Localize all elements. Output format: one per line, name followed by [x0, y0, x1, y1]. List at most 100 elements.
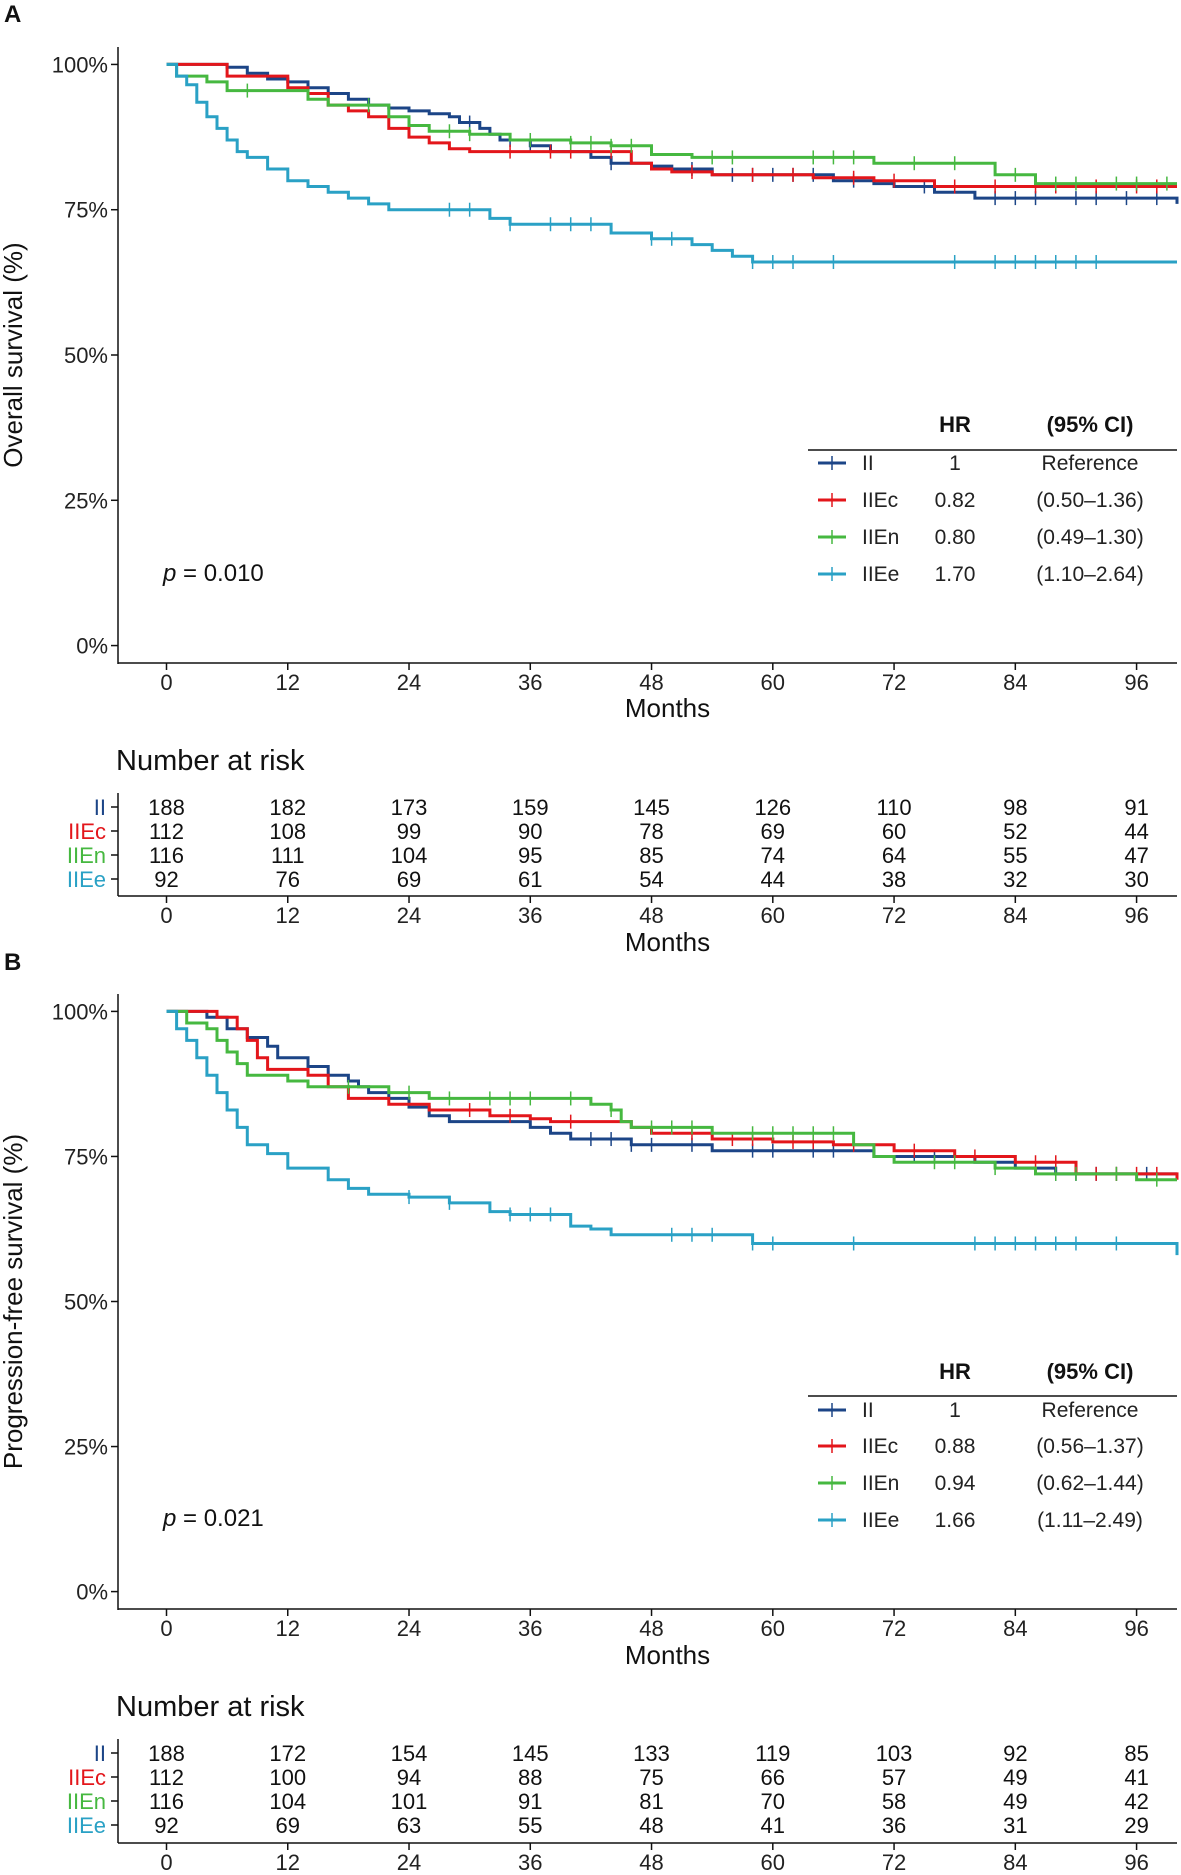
risk-count: 55	[1003, 843, 1027, 868]
risk-count: 64	[882, 843, 906, 868]
risk-count: 63	[397, 1813, 421, 1838]
risk-count: 94	[397, 1765, 421, 1790]
risk-count: 88	[518, 1765, 542, 1790]
risk-count: 36	[882, 1813, 906, 1838]
risk-count: 49	[1003, 1789, 1027, 1814]
risk-count: 101	[391, 1789, 428, 1814]
risk-row-label-ii: II	[94, 1741, 106, 1766]
p-value-number: = 0.021	[176, 1505, 263, 1532]
risk-count: 116	[149, 843, 184, 868]
risk-count: 85	[1124, 1741, 1148, 1766]
risk-count: 47	[1124, 843, 1148, 868]
risk-count: 44	[761, 867, 785, 892]
risk-x-tick-label: 36	[518, 1850, 542, 1875]
risk-count: 188	[148, 1741, 185, 1766]
p-value-symbol: p	[162, 1505, 176, 1532]
risk-count: 54	[639, 867, 663, 892]
y-axis-title: Overall survival (%)	[0, 242, 28, 467]
risk-table-title: Number at risk	[116, 745, 305, 777]
risk-count: 92	[154, 867, 178, 892]
legend-hr: 1.66	[935, 1509, 976, 1532]
p-value: p = 0.021	[162, 1505, 264, 1532]
risk-row-label-iiee: IIEe	[67, 867, 106, 892]
legend-name: II	[862, 452, 874, 475]
risk-row-label-iien: IIEn	[67, 1789, 106, 1814]
risk-x-tick-label: 72	[882, 903, 906, 928]
risk-count: 104	[391, 843, 428, 868]
risk-x-axis-title: Months	[625, 927, 710, 957]
risk-count: 182	[269, 795, 306, 820]
risk-count: 30	[1124, 867, 1148, 892]
x-tick-label: 96	[1124, 670, 1148, 695]
p-value-number: = 0.010	[176, 560, 263, 587]
risk-count: 133	[633, 1741, 670, 1766]
risk-count: 119	[755, 1741, 790, 1766]
risk-count: 95	[518, 843, 542, 868]
risk-x-tick-label: 48	[639, 903, 663, 928]
risk-count: 55	[518, 1813, 542, 1838]
risk-count: 103	[876, 1741, 913, 1766]
survival-curve-iiee	[166, 62, 1177, 264]
risk-count: 91	[518, 1789, 542, 1814]
x-axis-title: Months	[625, 1640, 710, 1670]
x-tick-label: 84	[1003, 1616, 1027, 1641]
risk-count: 92	[1003, 1741, 1027, 1766]
risk-count: 75	[639, 1765, 663, 1790]
x-tick-label: 24	[397, 1616, 421, 1641]
survival-curve-ii	[166, 62, 1179, 204]
legend-ci: (0.62–1.44)	[1036, 1472, 1143, 1495]
legend-name: IIEc	[862, 489, 898, 512]
p-value: p = 0.010	[162, 560, 264, 587]
legend-header-hr: HR	[939, 412, 971, 437]
risk-x-tick-label: 48	[639, 1850, 663, 1875]
risk-x-tick-label: 12	[276, 903, 300, 928]
risk-count: 32	[1003, 867, 1027, 892]
y-tick-label: 100%	[52, 999, 108, 1024]
risk-row-label-iien: IIEn	[67, 843, 106, 868]
y-tick-label: 75%	[64, 198, 108, 223]
x-tick-label: 24	[397, 670, 421, 695]
x-tick-label: 0	[160, 1616, 172, 1641]
risk-count: 49	[1003, 1765, 1027, 1790]
risk-count: 74	[761, 843, 785, 868]
survival-curve-iiec	[166, 1009, 1179, 1180]
risk-count: 42	[1124, 1789, 1148, 1814]
risk-count: 104	[269, 1789, 306, 1814]
legend-hr: 0.88	[935, 1435, 976, 1458]
risk-count: 154	[391, 1741, 428, 1766]
risk-table-title: Number at risk	[116, 1691, 305, 1723]
risk-count: 66	[761, 1765, 785, 1790]
x-tick-label: 72	[882, 1616, 906, 1641]
legend-hr: 0.94	[935, 1472, 976, 1495]
legend-ci: Reference	[1042, 452, 1139, 475]
risk-x-tick-label: 24	[397, 1850, 421, 1875]
risk-count: 173	[391, 795, 428, 820]
risk-count: 98	[1003, 795, 1027, 820]
risk-count: 90	[518, 819, 542, 844]
risk-count: 41	[761, 1813, 785, 1838]
risk-count: 38	[882, 867, 906, 892]
risk-count: 108	[269, 819, 306, 844]
survival-curve-iiee	[166, 1009, 1179, 1256]
legend-hr: 1.70	[935, 563, 976, 586]
legend-name: II	[862, 1399, 874, 1422]
y-tick-label: 100%	[52, 52, 108, 77]
risk-count: 100	[269, 1765, 306, 1790]
survival-curve-iien	[166, 1009, 1177, 1182]
legend-name: IIEn	[862, 526, 899, 549]
legend-name: IIEn	[862, 1472, 899, 1495]
x-tick-label: 0	[160, 670, 172, 695]
risk-count: 31	[1003, 1813, 1027, 1838]
risk-count: 58	[882, 1789, 906, 1814]
panel-a: A 0% 25% 50% 75% 100% Overall survival (%) 0 12 2…	[0, 1, 1179, 957]
survival-curve-ii	[166, 1009, 1177, 1176]
y-tick-label: 50%	[64, 1290, 108, 1315]
y-tick-label: 50%	[64, 343, 108, 368]
risk-x-tick-label: 84	[1003, 903, 1027, 928]
risk-count: 112	[149, 1765, 184, 1790]
risk-x-tick-label: 36	[518, 903, 542, 928]
x-tick-label: 12	[276, 1616, 300, 1641]
x-tick-label: 48	[639, 670, 663, 695]
x-tick-label: 36	[518, 1616, 542, 1641]
legend-hr: 1	[949, 452, 961, 475]
